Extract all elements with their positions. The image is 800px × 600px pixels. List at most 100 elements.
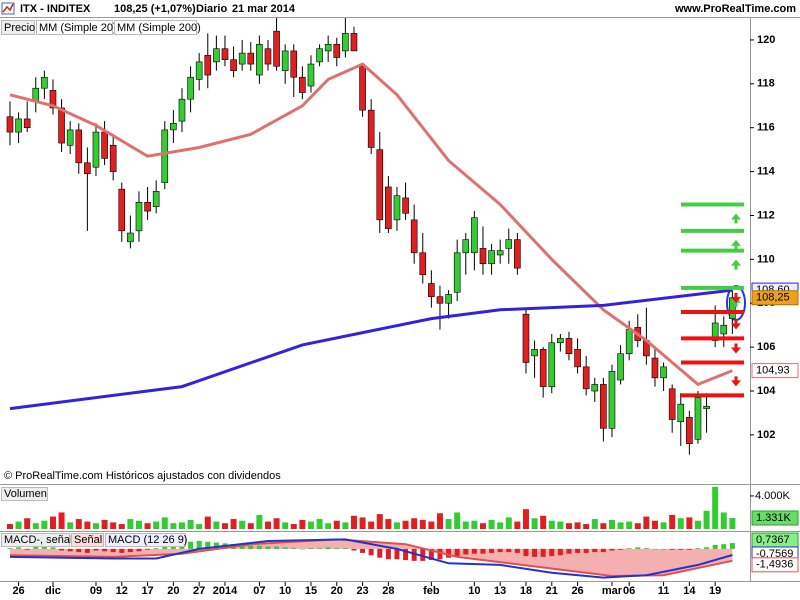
volume-bar (110, 522, 117, 529)
candle-body (152, 191, 160, 207)
volume-bar (651, 520, 658, 529)
macd-hist-bar (7, 548, 13, 549)
candle-body (445, 294, 452, 304)
macd-hist-bar (695, 548, 701, 549)
candle-body (109, 144, 117, 172)
volume-bar (522, 509, 529, 529)
y-tick-label: 112 (757, 209, 775, 221)
volume-bar (694, 520, 701, 529)
volume-bar (488, 519, 495, 529)
x-tick-label: 21 (546, 585, 558, 597)
moving-average (9, 288, 733, 411)
volume-bar (548, 520, 555, 529)
volume-bar (497, 522, 504, 529)
macd-hist-bar (506, 548, 512, 553)
candle-body (15, 118, 22, 133)
macd-hist-bar (704, 547, 710, 549)
candle-body (462, 239, 470, 254)
candle-body (677, 403, 685, 423)
volume-bar (591, 519, 598, 529)
macd-hist-bar (67, 548, 73, 552)
volume-bar (256, 514, 263, 529)
macd-hist-bar (420, 548, 426, 561)
candle-body (273, 30, 280, 67)
quote: 108,25 (+1,07%) (114, 3, 196, 15)
candle-body (376, 149, 384, 221)
x-tick-label: 27 (193, 585, 205, 597)
instrument-title: ITX - INDITEX (20, 3, 91, 15)
candle-body (221, 48, 229, 60)
volume-bar (213, 521, 220, 529)
x-tick-label: dic (45, 585, 61, 597)
macd-hist-bar (652, 548, 658, 550)
x-tick-label: mar (602, 585, 623, 597)
x-tick-label: 13 (494, 585, 506, 597)
volume-bar (230, 519, 237, 529)
volume-bar (505, 517, 512, 529)
volume-bar (729, 517, 736, 529)
volume-bar (49, 516, 56, 529)
legend-label: Señal (74, 534, 102, 546)
period: Diario (196, 3, 227, 15)
volume-bar (316, 519, 323, 529)
volume-bar (187, 519, 194, 529)
volume-bar (178, 522, 185, 529)
candle-body (711, 322, 719, 341)
macd-hist-bar (291, 548, 297, 549)
y-tick-label: 110 (757, 253, 775, 265)
volume-bar (92, 523, 99, 529)
last-price-label-box (751, 290, 799, 306)
volume-bar (557, 521, 564, 529)
candle-body (75, 129, 83, 164)
volume-bar (264, 521, 271, 529)
x-tick-label: 09 (90, 585, 102, 597)
x-tick-label: 12 (116, 585, 128, 597)
macd-last-label: -0,7569 (756, 548, 793, 560)
candle-body (41, 76, 48, 89)
candle-body (187, 76, 194, 100)
legend-box (114, 20, 197, 35)
moving-average (9, 62, 733, 387)
y-tick-label: 114 (757, 165, 776, 177)
x-tick-label: 17 (141, 585, 153, 597)
candle-body (582, 366, 590, 390)
candle-body (281, 50, 289, 71)
volume-bar (239, 520, 246, 529)
candle-body (591, 384, 599, 392)
macd-hist-bar (239, 544, 245, 549)
volume-bar (643, 516, 650, 529)
macd-hist-bar (102, 548, 108, 552)
x-tick-label: 26 (571, 585, 583, 597)
volume-bar (350, 515, 357, 529)
x-tick-label: 10 (279, 585, 291, 597)
signal-last-label-box (751, 557, 799, 573)
candle-body (144, 202, 151, 212)
macd-hist-bar (325, 547, 331, 549)
candle-body (238, 52, 246, 65)
source: www.ProRealTime.com (674, 3, 796, 15)
candle-body (178, 98, 186, 122)
macd-hist-bar (93, 548, 99, 551)
x-tick-label: 19 (709, 585, 721, 597)
volume-bar (479, 523, 486, 529)
macd-hist-bar (145, 548, 151, 550)
volume-bar (703, 510, 710, 529)
volume-bar (445, 519, 452, 529)
macd-hist-bar (609, 548, 615, 551)
macd-hist-bar (84, 548, 90, 553)
volume-bar (669, 514, 676, 529)
candle-body (342, 33, 349, 52)
macd-hist-bar (600, 548, 606, 553)
macd-hist-bar (678, 548, 684, 550)
x-tick-label: 11 (658, 585, 670, 597)
macd-hist-bar (119, 548, 125, 553)
legend-price: Precio (4, 22, 35, 34)
candle-body (161, 129, 169, 183)
macd-hist-bar (394, 548, 400, 560)
volume-bar (368, 521, 375, 529)
volume-bar (153, 521, 160, 529)
volume-bar (411, 518, 418, 529)
candle-body (617, 353, 624, 381)
candle-body (170, 123, 177, 131)
